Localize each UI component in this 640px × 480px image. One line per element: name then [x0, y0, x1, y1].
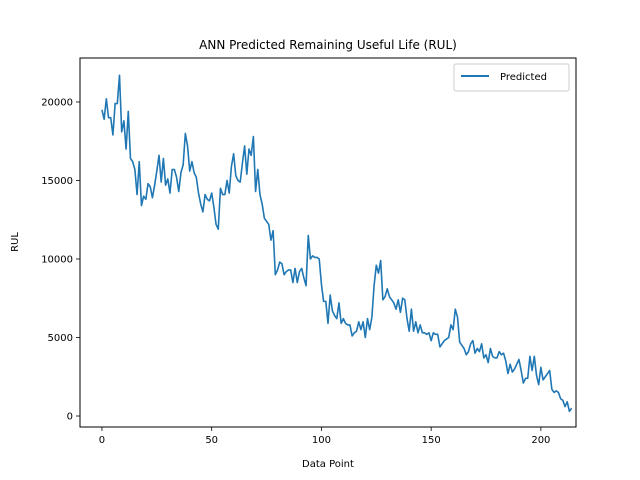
x-tick-label: 50: [205, 435, 218, 446]
y-tick-label: 15000: [41, 176, 73, 187]
legend-label-predicted: Predicted: [500, 72, 547, 83]
y-tick-label: 0: [67, 412, 73, 423]
y-tick-label: 10000: [41, 254, 73, 265]
x-tick-label: 0: [99, 435, 105, 446]
x-axis: 0 50 100 150 200: [99, 427, 550, 446]
chart-title: ANN Predicted Remaining Useful Life (RUL…: [199, 38, 457, 52]
x-tick-label: 100: [312, 435, 331, 446]
x-tick-label: 150: [422, 435, 441, 446]
legend: Predicted: [453, 63, 570, 92]
legend-box: [453, 63, 570, 92]
plot-frame: [79, 57, 577, 428]
y-axis-label: RUL: [10, 232, 21, 252]
x-axis-label: Data Point: [302, 459, 354, 470]
series-line-predicted: [101, 74, 573, 413]
y-axis: 0 5000 10000 15000 20000: [41, 97, 80, 423]
y-tick-label: 5000: [48, 333, 73, 344]
x-tick-label: 200: [531, 435, 550, 446]
y-tick-label: 20000: [41, 97, 73, 108]
